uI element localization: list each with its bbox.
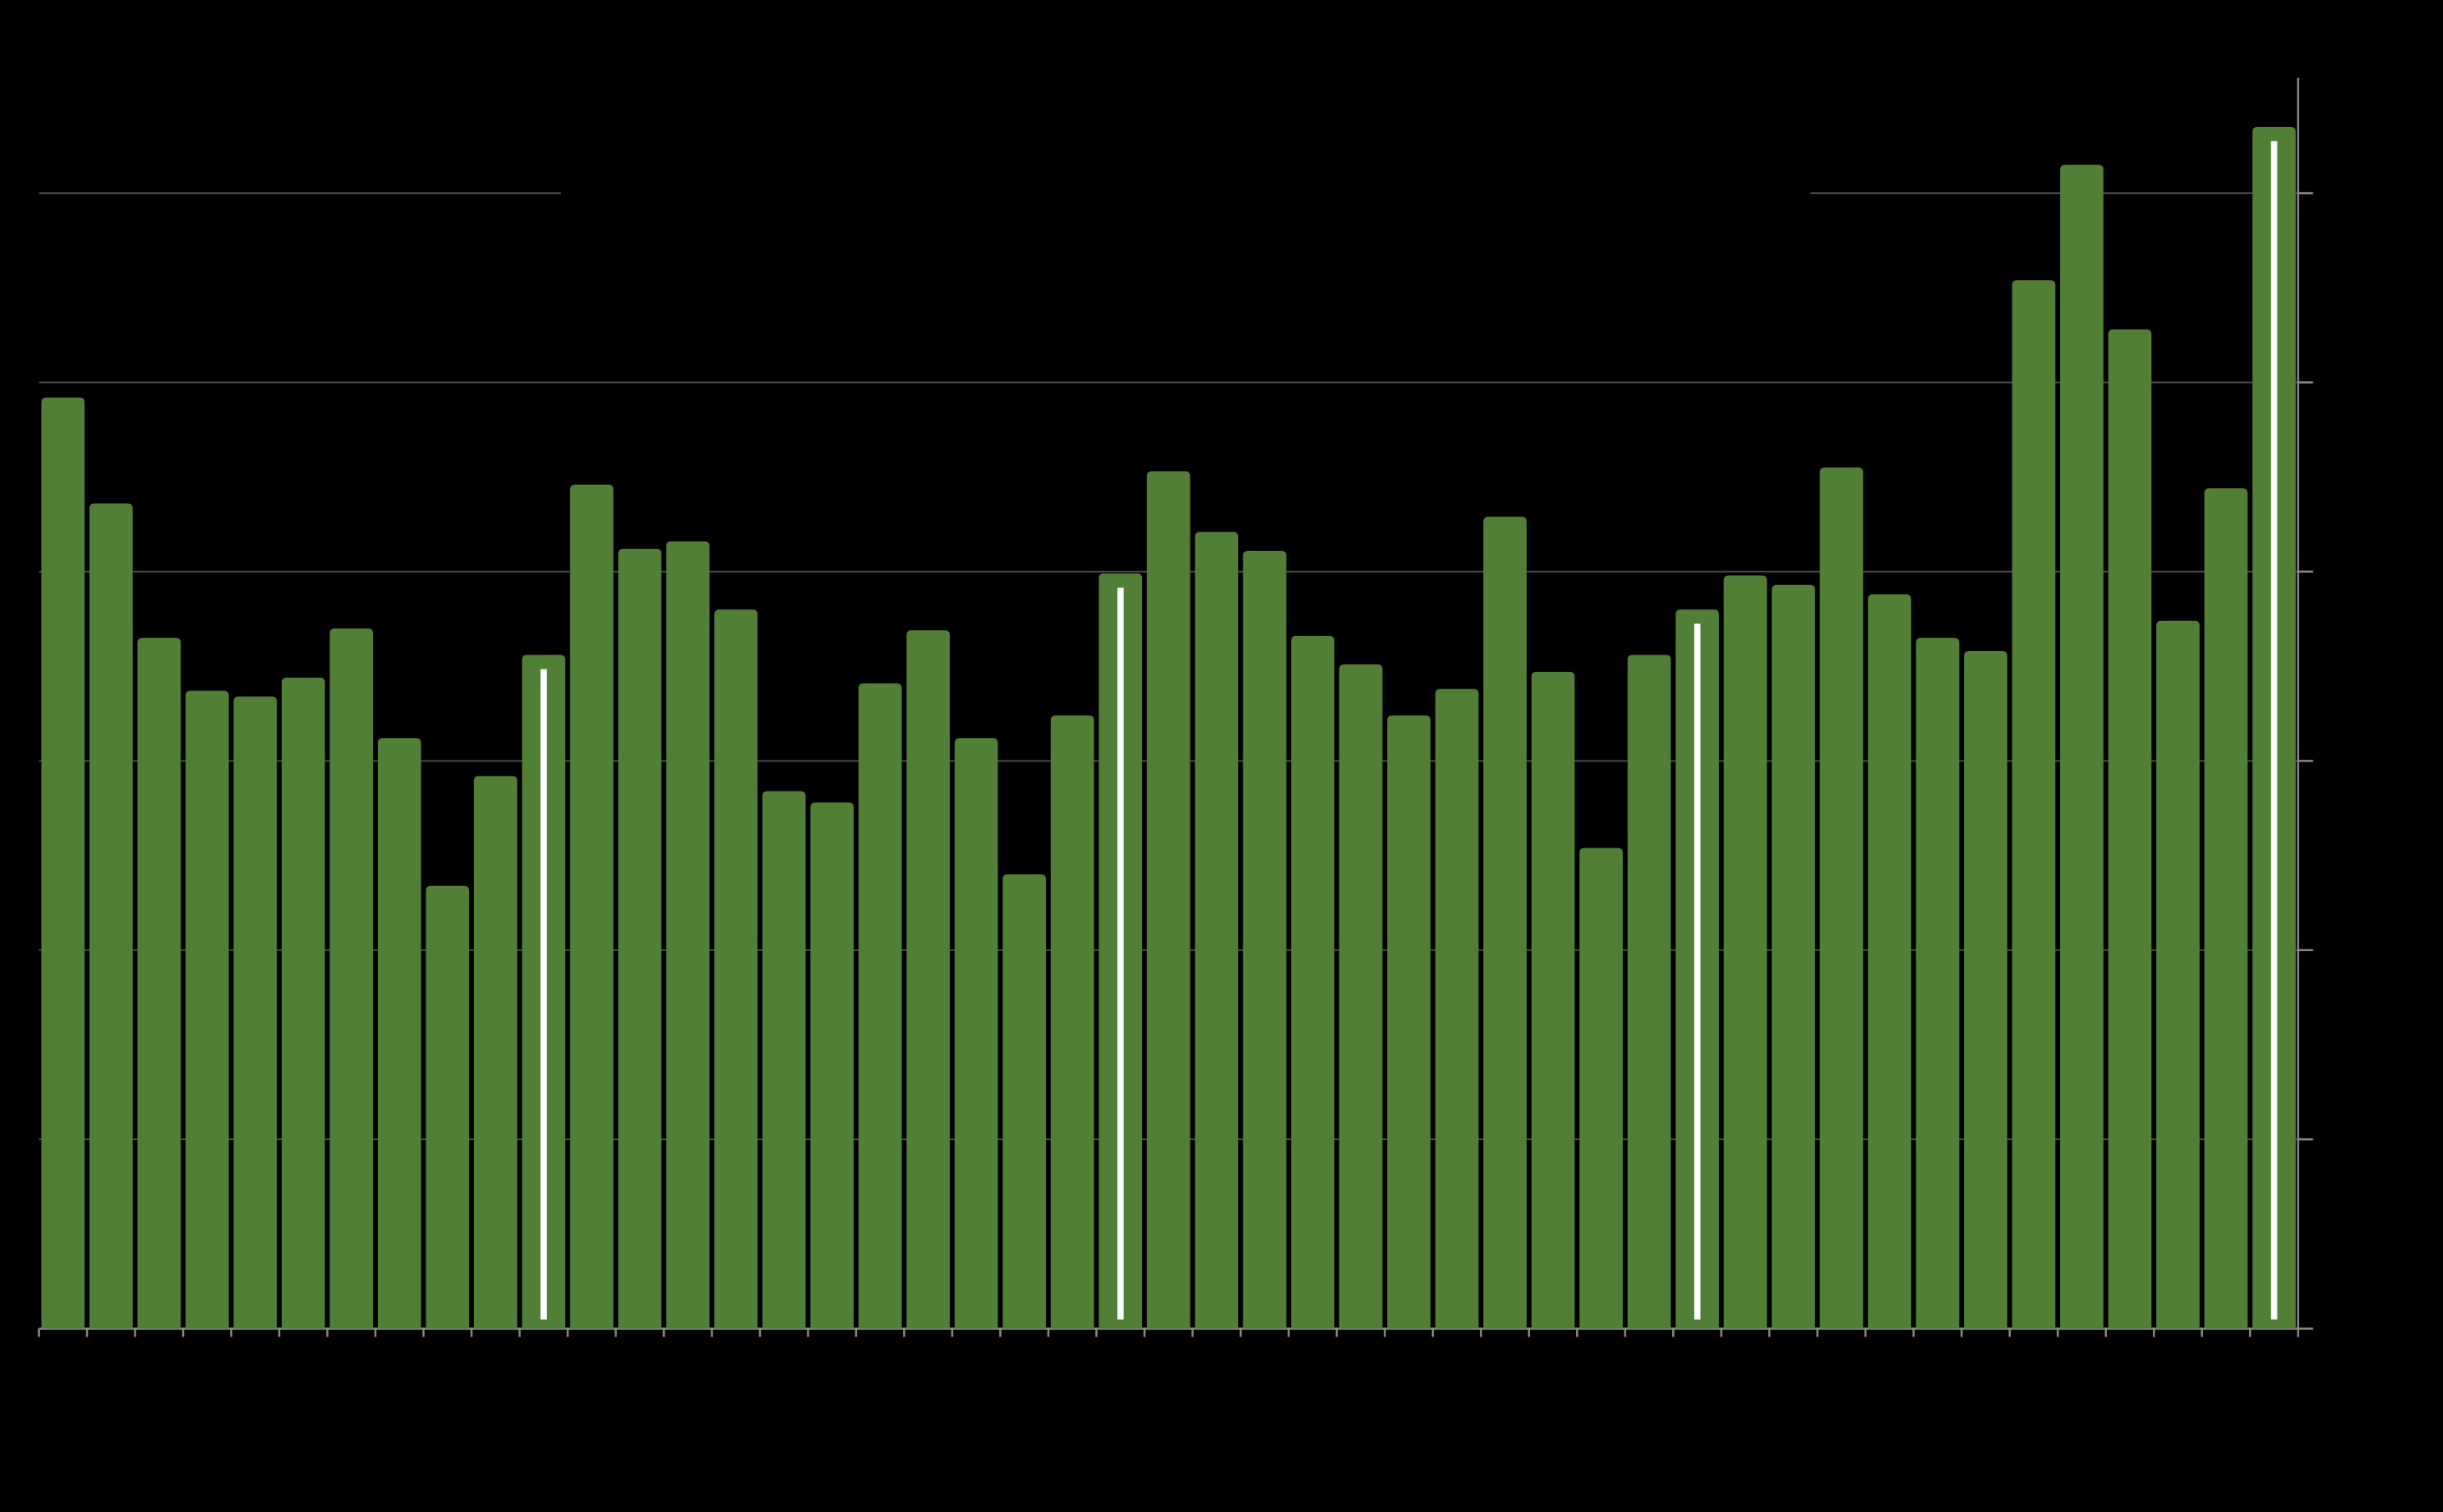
bar: [858, 683, 902, 1329]
bar: [1435, 689, 1479, 1329]
bar: [137, 638, 181, 1329]
bar: [1964, 651, 2007, 1329]
bar: [762, 791, 806, 1329]
bar-highlight: [1117, 588, 1124, 1320]
bar: [1819, 467, 1864, 1329]
bar: [1291, 635, 1334, 1329]
bar: [89, 503, 133, 1329]
bar-highlight: [1694, 624, 1701, 1320]
bar: [1723, 575, 1767, 1329]
bar: [1002, 874, 1047, 1329]
bar: [666, 541, 710, 1329]
bar: [1387, 715, 1431, 1329]
bar: [954, 738, 998, 1329]
bar: [2060, 165, 2104, 1329]
bar: [1339, 664, 1383, 1329]
bar: [1579, 848, 1623, 1329]
bar: [1531, 671, 1575, 1329]
bar: [906, 630, 951, 1329]
bar: [281, 677, 325, 1329]
bar-highlight: [540, 669, 547, 1320]
bar: [41, 397, 85, 1329]
bar: [1868, 594, 1911, 1329]
bar: [2108, 329, 2152, 1329]
bar: [1772, 584, 1815, 1329]
bar: [1146, 471, 1191, 1329]
bar: [1050, 715, 1094, 1329]
bar: [426, 885, 470, 1329]
bar-highlight: [2271, 140, 2277, 1320]
bar: [1242, 551, 1287, 1329]
bar: [2012, 280, 2056, 1329]
bar: [569, 484, 614, 1329]
legend-area: [560, 183, 1811, 204]
bar: [810, 802, 854, 1329]
bar: [329, 628, 374, 1329]
bar: [714, 609, 758, 1329]
bar: [1915, 638, 1960, 1329]
bar: [233, 696, 278, 1329]
bar: [2156, 620, 2200, 1329]
bar: [377, 738, 421, 1329]
bar: [473, 776, 518, 1329]
bar: [1483, 517, 1527, 1329]
bar: [1195, 532, 1239, 1329]
bar: [2204, 488, 2248, 1329]
bar: [618, 548, 662, 1329]
bar: [1627, 654, 1671, 1329]
bar: [185, 690, 229, 1329]
